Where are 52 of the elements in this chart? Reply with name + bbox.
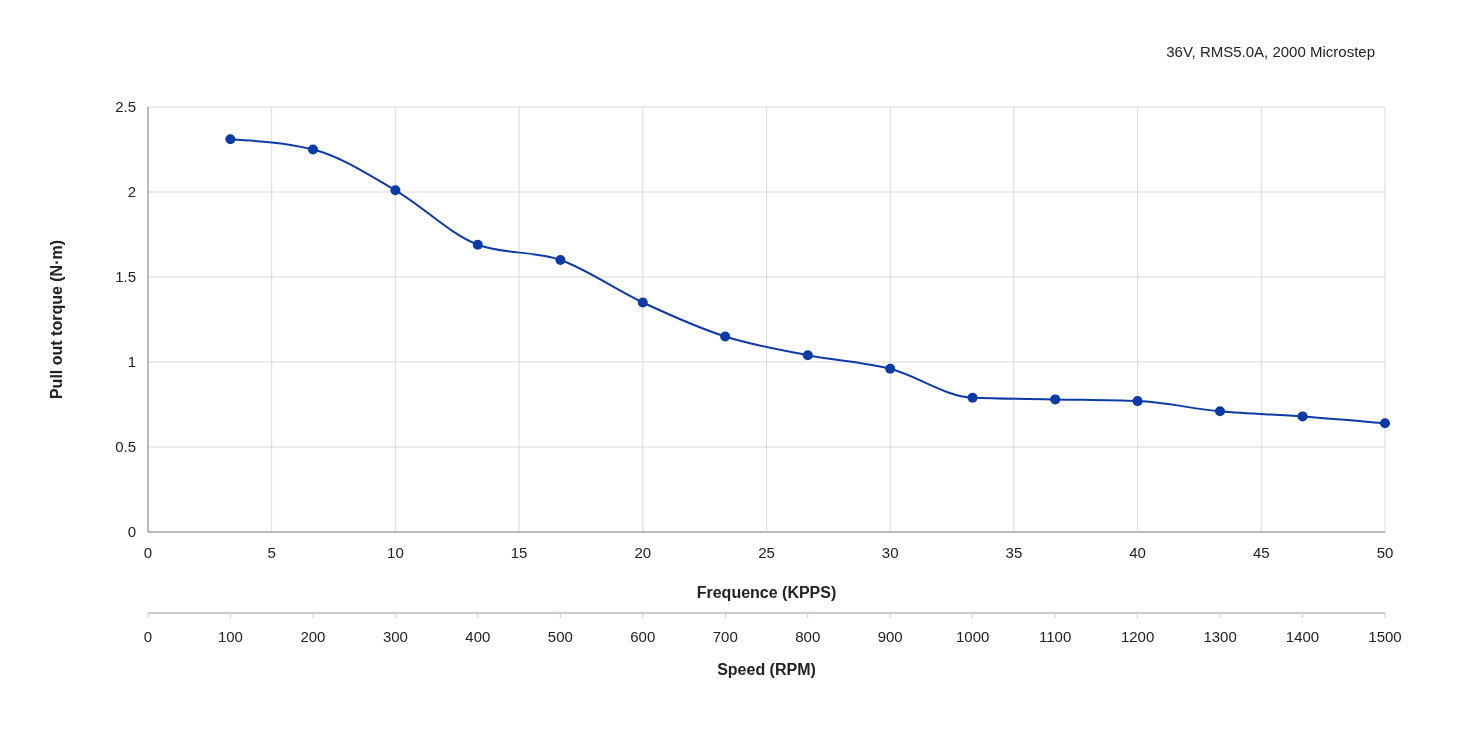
y-tick-label: 1	[127, 353, 136, 370]
y-tick-label: 0	[127, 523, 136, 540]
x2-tick-label: 400	[465, 628, 491, 645]
x-tick-label: 50	[1376, 544, 1394, 561]
x2-tick-label: 1400	[1285, 628, 1320, 645]
x2-tick-label: 800	[795, 628, 821, 645]
point	[1297, 411, 1308, 422]
x-tick-label: 30	[881, 544, 899, 561]
x-tick-label: 5	[267, 544, 276, 561]
point	[802, 350, 813, 361]
x2-tick-label: 200	[300, 628, 326, 645]
x2-tick-label: 100	[217, 628, 243, 645]
point	[637, 297, 648, 308]
point	[555, 255, 566, 265]
point	[1380, 418, 1390, 429]
x-axis-title: Frequence (KPPS)	[696, 584, 837, 601]
y-tick-label: 0.5	[115, 438, 136, 455]
x2-tick-label: 500	[547, 628, 573, 645]
point	[1132, 396, 1143, 407]
x-tick-label: 35	[1005, 544, 1023, 561]
y-tick-label: 2	[127, 183, 136, 200]
chart-title: 36V, RMS5.0A, 2000 Microstep	[1166, 43, 1375, 60]
point	[967, 392, 978, 403]
x-tick-label: 20	[634, 544, 652, 561]
point	[1214, 406, 1225, 417]
x2-tick-label: 1000	[955, 628, 990, 645]
x-tick-label: 40	[1129, 544, 1146, 561]
y-tick-label: 1.5	[115, 268, 136, 285]
x-tick-label: 45	[1252, 544, 1270, 561]
point	[472, 239, 483, 250]
point	[1050, 394, 1061, 405]
point	[225, 134, 236, 145]
x2-tick-label: 0	[143, 628, 153, 645]
x2-tick-label: 600	[630, 628, 656, 645]
y-tick-label: 2.5	[115, 98, 136, 115]
x2-tick-label: 1300	[1203, 628, 1237, 645]
point	[885, 363, 896, 374]
x-tick-label: 0	[143, 544, 153, 561]
x2-tick-label: 300	[382, 628, 408, 645]
x2-tick-label: 900	[877, 628, 903, 645]
point	[390, 185, 401, 196]
point	[720, 331, 731, 342]
x-tick-label: 25	[758, 544, 775, 561]
x2-tick-label: 1200	[1120, 628, 1155, 645]
x2-tick-label: 1500	[1368, 628, 1402, 645]
x-tick-label: 15	[510, 544, 528, 561]
x-tick-label: 10	[387, 544, 404, 561]
x2-tick-label: 1100	[1039, 628, 1072, 645]
point	[308, 144, 319, 155]
x2-axis-title: Speed (RPM)	[717, 661, 816, 678]
x2-tick-label: 700	[712, 628, 738, 645]
y-axis-title: Pull out torque (N·m)	[48, 239, 65, 400]
